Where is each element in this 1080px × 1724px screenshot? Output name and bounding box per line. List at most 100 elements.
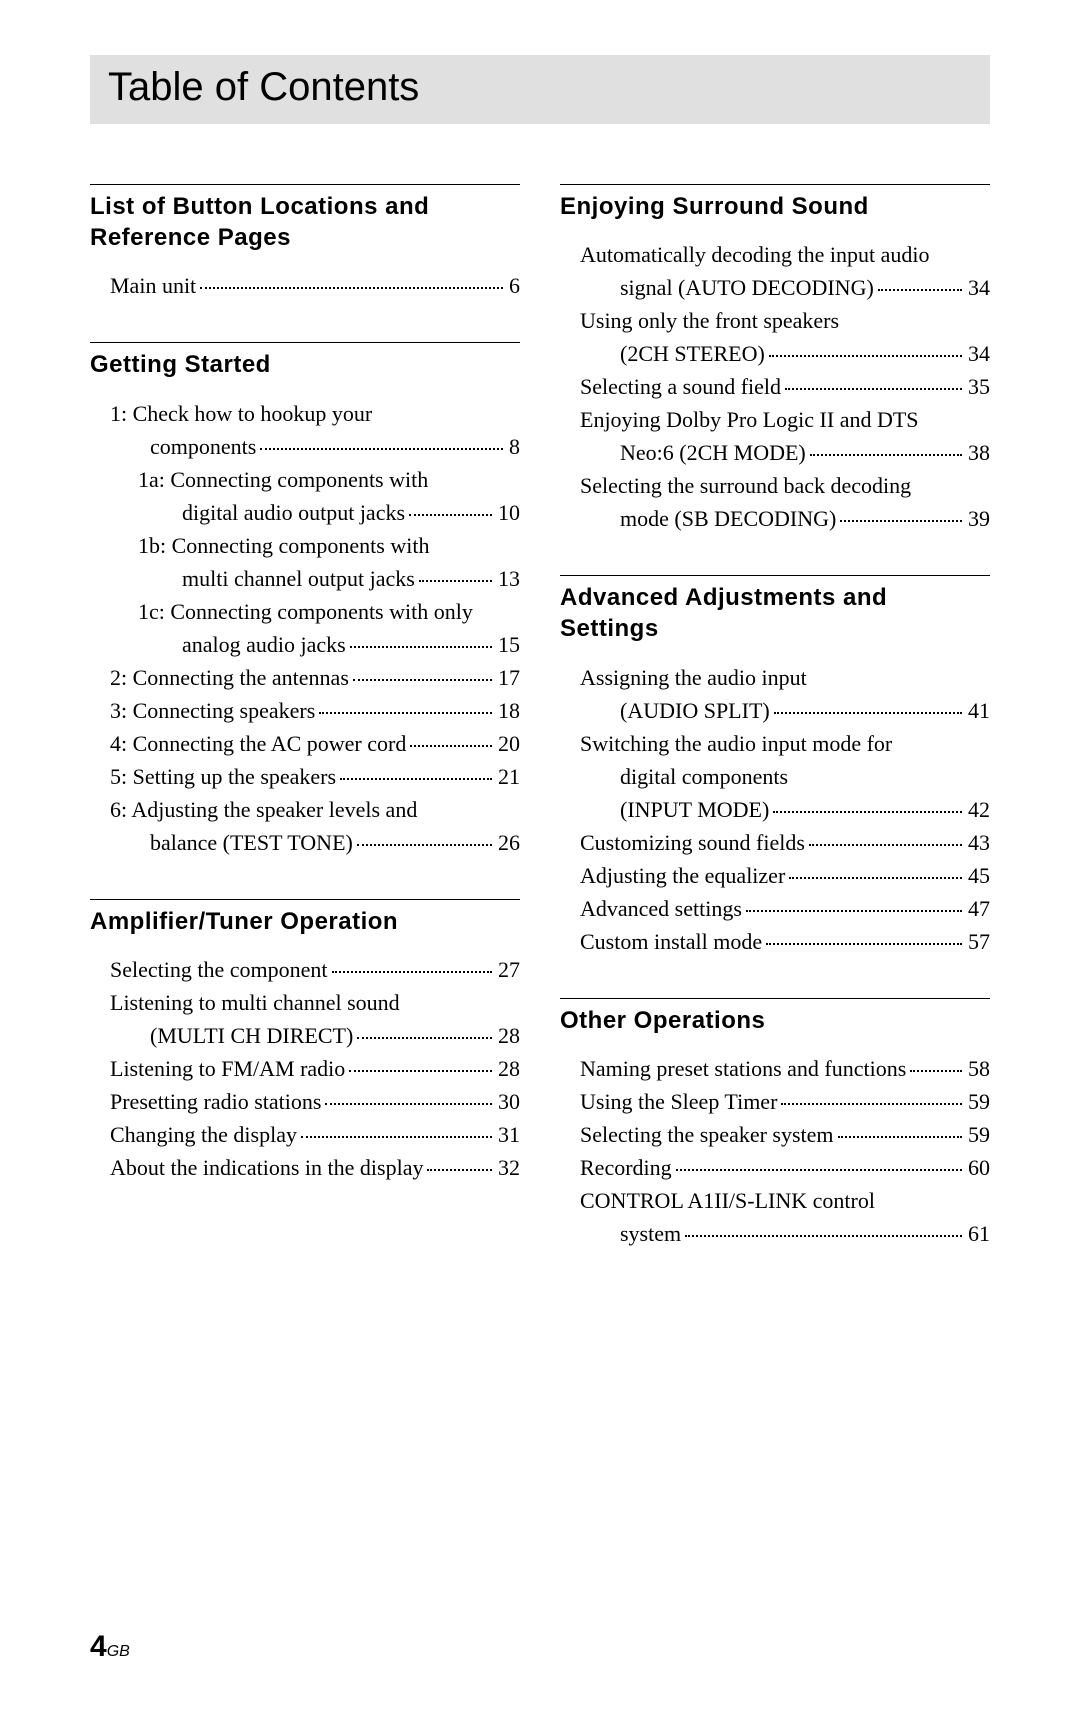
toc-entry-line: CONTROL A1II/S-LINK control [580, 1184, 990, 1217]
page-title: Table of Contents [108, 65, 419, 109]
toc-entry-text: analog audio jacks [182, 628, 346, 661]
toc-entry-page: 34 [968, 271, 990, 304]
toc-leader-dots [910, 1070, 962, 1072]
toc-entries: Main unit6 [90, 269, 520, 302]
toc-leader-dots [785, 388, 962, 390]
toc-entry-text: digital audio output jacks [182, 496, 405, 529]
left-column: List of Button Locations and Reference P… [90, 184, 520, 1290]
toc-entry-text: 1c: Connecting components with only [138, 595, 473, 628]
toc-entry-page: 58 [968, 1052, 990, 1085]
toc-entry-line: 1c: Connecting components with only [110, 595, 520, 628]
toc-entry-text: 1a: Connecting components with [138, 463, 428, 496]
toc-entry-page: 8 [509, 430, 520, 463]
toc-entry-line: 1a: Connecting components with [110, 463, 520, 496]
toc-entry-text: Recording [580, 1151, 672, 1184]
toc-entry-line: signal (AUTO DECODING) 34 [580, 271, 990, 304]
toc-entry-text: 1: Check how to hookup your [110, 397, 372, 430]
toc-entry-text: (2CH STEREO) [620, 337, 765, 370]
section-rule [90, 184, 520, 185]
toc-leader-dots [410, 745, 492, 747]
toc-leader-dots [427, 1169, 492, 1171]
toc-leader-dots [350, 646, 492, 648]
toc-entry-text: Using the Sleep Timer [580, 1085, 777, 1118]
toc-entry-line: Adjusting the equalizer 45 [580, 859, 990, 892]
toc-entry-text: multi channel output jacks [182, 562, 415, 595]
toc-entry-line: (MULTI CH DIRECT)28 [110, 1019, 520, 1052]
toc-entry-line: (INPUT MODE)42 [580, 793, 990, 826]
toc-leader-dots [409, 514, 492, 516]
toc-entry-page: 20 [498, 727, 520, 760]
toc-entry-page: 18 [498, 694, 520, 727]
toc-leader-dots [838, 1136, 962, 1138]
toc-entry-line: About the indications in the display32 [110, 1151, 520, 1184]
toc-entry-line: Selecting the surround back decoding [580, 469, 990, 502]
toc-entry-text: Naming preset stations and functions [580, 1052, 906, 1085]
toc-entries: Automatically decoding the input audiosi… [560, 238, 990, 535]
toc-entry-line: Customizing sound fields 43 [580, 826, 990, 859]
toc-entry-text: digital components [620, 760, 788, 793]
title-bar: Table of Contents [90, 55, 990, 124]
toc-entry-page: 43 [968, 826, 990, 859]
toc-leader-dots [685, 1235, 962, 1237]
toc-entry-line: Automatically decoding the input audio [580, 238, 990, 271]
section-heading: Amplifier/Tuner Operation [90, 906, 520, 937]
toc-entry-page: 60 [968, 1151, 990, 1184]
toc-entry-page: 45 [968, 859, 990, 892]
toc-entry-text: Neo:6 (2CH MODE) [620, 436, 806, 469]
toc-leader-dots [809, 844, 962, 846]
toc-leader-dots [746, 910, 962, 912]
toc-entry-text: Advanced settings [580, 892, 742, 925]
toc-entry-page: 39 [968, 502, 990, 535]
toc-entry-page: 57 [968, 925, 990, 958]
toc-entry-page: 59 [968, 1118, 990, 1151]
toc-entries: Assigning the audio input(AUDIO SPLIT)41… [560, 661, 990, 958]
toc-section: Advanced Adjustments and SettingsAssigni… [560, 575, 990, 957]
toc-entry-text: About the indications in the display [110, 1151, 423, 1184]
toc-entry-text: 3: Connecting speakers [110, 694, 315, 727]
toc-entry-page: 17 [498, 661, 520, 694]
toc-leader-dots [878, 289, 962, 291]
toc-leader-dots [332, 971, 493, 973]
section-rule [90, 342, 520, 343]
toc-entry-text: Customizing sound fields [580, 826, 805, 859]
toc-leader-dots [769, 355, 962, 357]
toc-entry-text: Using only the front speakers [580, 304, 839, 337]
toc-entry-text: 6: Adjusting the speaker levels and [110, 793, 417, 826]
toc-entry-line: 2: Connecting the antennas17 [110, 661, 520, 694]
toc-entry-text: system [620, 1217, 681, 1250]
toc-leader-dots [200, 287, 503, 289]
toc-entry-text: Adjusting the equalizer [580, 859, 785, 892]
toc-entry-line: Custom install mode57 [580, 925, 990, 958]
toc-leader-dots [349, 1070, 492, 1072]
toc-entry-text: 5: Setting up the speakers [110, 760, 336, 793]
toc-leader-dots [325, 1103, 492, 1105]
toc-leader-dots [840, 520, 962, 522]
toc-entry-line: multi channel output jacks13 [110, 562, 520, 595]
toc-entry-text: 4: Connecting the AC power cord [110, 727, 406, 760]
toc-entry-page: 38 [968, 436, 990, 469]
section-rule [560, 184, 990, 185]
toc-entry-text: Changing the display [110, 1118, 297, 1151]
toc-leader-dots [789, 877, 962, 879]
toc-entry-line: 3: Connecting speakers 18 [110, 694, 520, 727]
toc-entry-text: 1b: Connecting components with [138, 529, 429, 562]
toc-entry-text: Main unit [110, 269, 196, 302]
toc-entry-page: 10 [498, 496, 520, 529]
toc-entry-text: (INPUT MODE) [620, 793, 769, 826]
toc-entry-page: 34 [968, 337, 990, 370]
toc-leader-dots [319, 712, 492, 714]
toc-entry-text: Selecting the surround back decoding [580, 469, 911, 502]
toc-entry-page: 28 [498, 1019, 520, 1052]
toc-entry-line: Assigning the audio input [580, 661, 990, 694]
toc-leader-dots [774, 712, 962, 714]
toc-entry-line: digital audio output jacks 10 [110, 496, 520, 529]
toc-entry-text: Switching the audio input mode for [580, 727, 892, 760]
toc-entry-text: balance (TEST TONE) [150, 826, 353, 859]
toc-entry-text: signal (AUTO DECODING) [620, 271, 874, 304]
toc-entry-line: (AUDIO SPLIT)41 [580, 694, 990, 727]
toc-entry-line: digital components [580, 760, 990, 793]
toc-entry-text: (AUDIO SPLIT) [620, 694, 770, 727]
section-rule [560, 575, 990, 576]
toc-entries: Naming preset stations and functions 58 Us… [560, 1052, 990, 1250]
toc-leader-dots [810, 454, 962, 456]
